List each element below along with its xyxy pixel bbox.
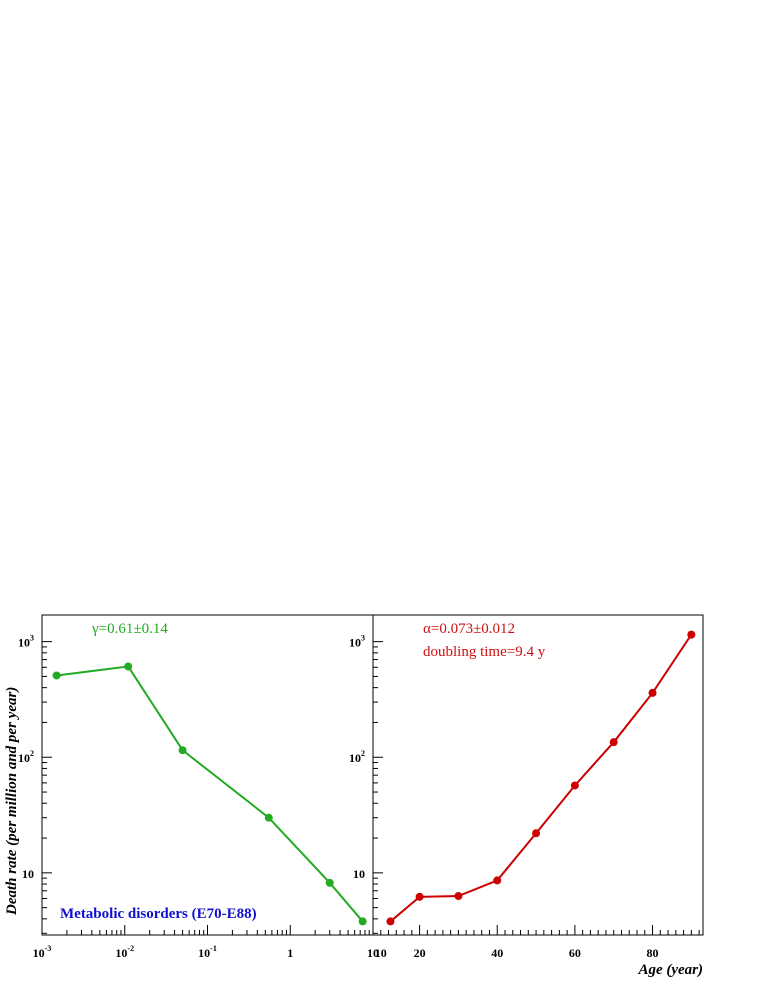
left-series-line <box>56 665 364 923</box>
left-data-point <box>358 917 367 926</box>
right-y-tick-label: 10 <box>353 867 365 881</box>
right-axis-ticks <box>373 641 700 935</box>
right-data-point <box>415 892 424 901</box>
left-plot-frame <box>41 614 374 936</box>
left-panel: 10 102 103 10-3 10-2 10-1 1 10 γ=0.61±0.14 Meta… <box>18 614 379 960</box>
right-y-tick-label: 103 <box>349 634 365 650</box>
right-y-tick-label: 102 <box>349 749 365 765</box>
left-axis-ticks <box>41 641 374 935</box>
right-data-point <box>648 688 657 697</box>
left-data-point <box>325 878 334 887</box>
right-x-tick-label: 60 <box>569 946 581 960</box>
right-x-tick-label: 40 <box>491 946 503 960</box>
right-x-tick-label: 10 <box>375 946 387 960</box>
right-data-point <box>386 917 395 926</box>
left-x-tick-label: 10 <box>367 946 379 960</box>
caption-label: Metabolic disorders (E70-E88) <box>60 906 257 922</box>
right-plot-frame <box>372 614 704 936</box>
doubling-time-annotation: doubling time=9.4 y <box>423 644 546 660</box>
left-y-tick-label: 102 <box>18 749 34 765</box>
left-y-tick-label: 10 <box>22 867 34 881</box>
right-x-tick-label: 20 <box>414 946 426 960</box>
y-axis-title: Death rate (per million and per year) <box>4 687 20 916</box>
left-data-point <box>52 671 61 680</box>
right-x-tick-label: 80 <box>647 946 659 960</box>
left-data-point <box>178 746 187 755</box>
right-data-point <box>454 892 463 901</box>
left-x-tick-label: 1 <box>287 946 293 960</box>
right-data-point <box>493 876 502 885</box>
right-panel: 10 102 103 10 20 40 60 80 α=0.073±0.012 doublin… <box>349 614 704 960</box>
right-tick-labels: 10 102 103 10 20 40 60 80 <box>349 634 659 960</box>
left-data-point <box>124 662 133 671</box>
right-data-point <box>532 829 541 838</box>
left-x-tick-label: 10-1 <box>198 944 217 960</box>
left-x-tick-label: 10-2 <box>115 944 134 960</box>
left-data-point <box>264 813 273 822</box>
left-tick-labels: 10 102 103 10-3 10-2 10-1 1 10 <box>18 634 379 960</box>
gamma-annotation: γ=0.61±0.14 <box>91 621 168 637</box>
alpha-annotation: α=0.073±0.012 <box>423 621 515 637</box>
left-y-tick-label: 103 <box>18 634 34 650</box>
left-x-tick-label: 10-3 <box>33 944 52 960</box>
right-series-line <box>389 634 693 923</box>
right-series-group <box>386 630 696 926</box>
x-axis-title: Age (year) <box>637 962 703 978</box>
left-series-group <box>52 662 367 926</box>
right-data-point <box>687 630 696 639</box>
right-data-point <box>570 781 579 790</box>
right-data-point <box>609 738 618 747</box>
